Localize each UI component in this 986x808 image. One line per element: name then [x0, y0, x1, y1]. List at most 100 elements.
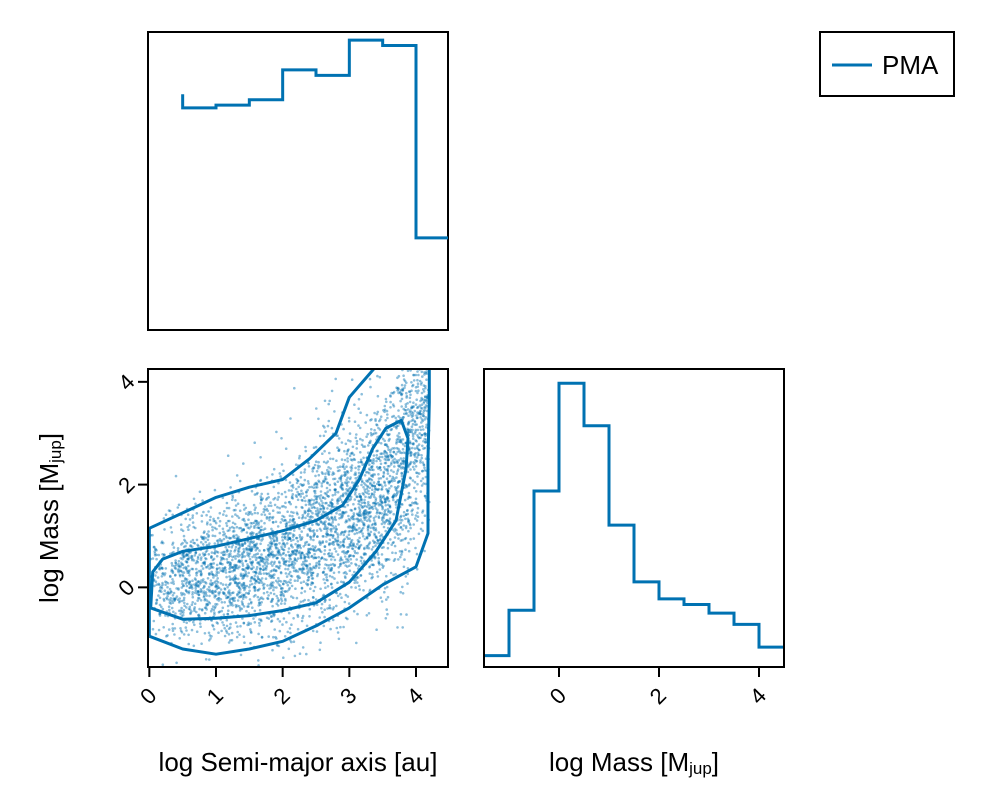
scatter-point: [339, 476, 343, 480]
scatter-point: [405, 394, 409, 398]
scatter-point: [399, 518, 402, 522]
scatter-point: [181, 529, 185, 533]
scatter-point: [295, 545, 299, 548]
scatter-point: [318, 563, 321, 566]
scatter-point: [337, 449, 341, 452]
scatter-point: [219, 582, 223, 585]
scatter-point: [417, 411, 421, 415]
scatter-point: [174, 573, 177, 577]
scatter-point: [405, 509, 409, 513]
scatter-point: [272, 568, 276, 571]
scatter-point: [388, 519, 391, 523]
scatter-point: [377, 561, 381, 565]
scatter-point: [197, 544, 200, 548]
scatter-point: [302, 580, 306, 583]
scatter-point: [368, 511, 371, 514]
scatter-point: [422, 398, 425, 401]
scatter-point: [410, 503, 413, 507]
scatter-point: [399, 521, 403, 524]
scatter-point: [340, 441, 344, 444]
scatter-point: [312, 489, 316, 493]
scatter-point: [162, 517, 166, 520]
scatter-point: [380, 455, 384, 459]
scatter-point: [244, 570, 247, 573]
scatter-point: [275, 602, 279, 605]
scatter-point: [278, 629, 282, 633]
scatter-point: [356, 513, 360, 516]
scatter-point: [389, 450, 392, 454]
scatter-point: [260, 556, 263, 559]
scatter-point: [301, 616, 304, 620]
scatter-point: [316, 464, 320, 468]
scatter-point: [330, 542, 334, 545]
scatter-point: [202, 554, 206, 557]
scatter-point: [409, 504, 412, 507]
scatter-point: [229, 597, 232, 601]
scatter-point: [380, 512, 384, 515]
scatter-point: [338, 517, 341, 520]
scatter-point: [222, 557, 226, 561]
scatter-point: [374, 499, 378, 502]
scatter-point: [327, 402, 331, 406]
scatter-point: [268, 546, 272, 550]
scatter-point: [399, 613, 403, 616]
scatter-point: [379, 494, 382, 497]
scatter-point: [378, 465, 382, 469]
scatter-point: [325, 486, 329, 490]
scatter-point: [158, 567, 161, 570]
scatter-point: [162, 597, 166, 601]
scatter-point: [395, 459, 399, 462]
scatter-point: [305, 564, 309, 567]
scatter-point: [280, 492, 284, 496]
scatter-point: [186, 557, 189, 561]
scatter-point: [357, 546, 360, 550]
scatter-point: [399, 457, 403, 460]
scatter-point: [181, 563, 185, 566]
scatter-point: [280, 586, 283, 590]
scatter-point: [225, 596, 228, 600]
scatter-point: [296, 490, 299, 494]
scatter-point: [316, 535, 319, 538]
scatter-point: [376, 410, 380, 414]
scatter-point: [342, 541, 346, 544]
scatter-point: [216, 586, 220, 589]
scatter-point: [400, 472, 404, 475]
scatter-point: [374, 527, 378, 530]
scatter-point: [333, 488, 337, 492]
scatter-point: [412, 537, 416, 540]
scatter-point: [182, 608, 186, 612]
scatter-point: [347, 439, 350, 442]
scatter-point: [325, 530, 329, 533]
scatter-point: [362, 456, 365, 460]
scatter-point: [229, 486, 232, 489]
scatter-point: [192, 541, 195, 545]
scatter-point: [317, 460, 320, 464]
scatter-point: [257, 526, 261, 530]
scatter-point: [331, 521, 334, 524]
scatter-point: [259, 597, 262, 600]
scatter-point: [329, 523, 333, 526]
scatter-point: [291, 535, 295, 538]
scatter-point: [395, 427, 398, 430]
scatter-point: [276, 617, 280, 621]
scatter-point: [236, 630, 239, 634]
scatter-point: [368, 565, 372, 568]
scatter-point: [378, 538, 382, 542]
scatter-point: [279, 553, 283, 557]
scatter-point: [175, 595, 179, 598]
scatter-point: [182, 553, 185, 556]
scatter-point: [373, 432, 376, 435]
scatter-point: [311, 529, 314, 533]
scatter-point: [245, 547, 248, 550]
scatter-point: [402, 461, 405, 464]
scatter-point: [250, 600, 253, 604]
mass-label-main: log Mass [M: [549, 747, 689, 777]
scatter-point: [392, 450, 396, 454]
scatter-point: [269, 501, 272, 505]
scatter-point: [295, 477, 298, 481]
scatter-point: [289, 553, 293, 556]
scatter-point: [301, 515, 305, 519]
scatter-point: [336, 480, 340, 484]
scatter-point: [160, 586, 164, 590]
scatter-point: [250, 567, 253, 571]
